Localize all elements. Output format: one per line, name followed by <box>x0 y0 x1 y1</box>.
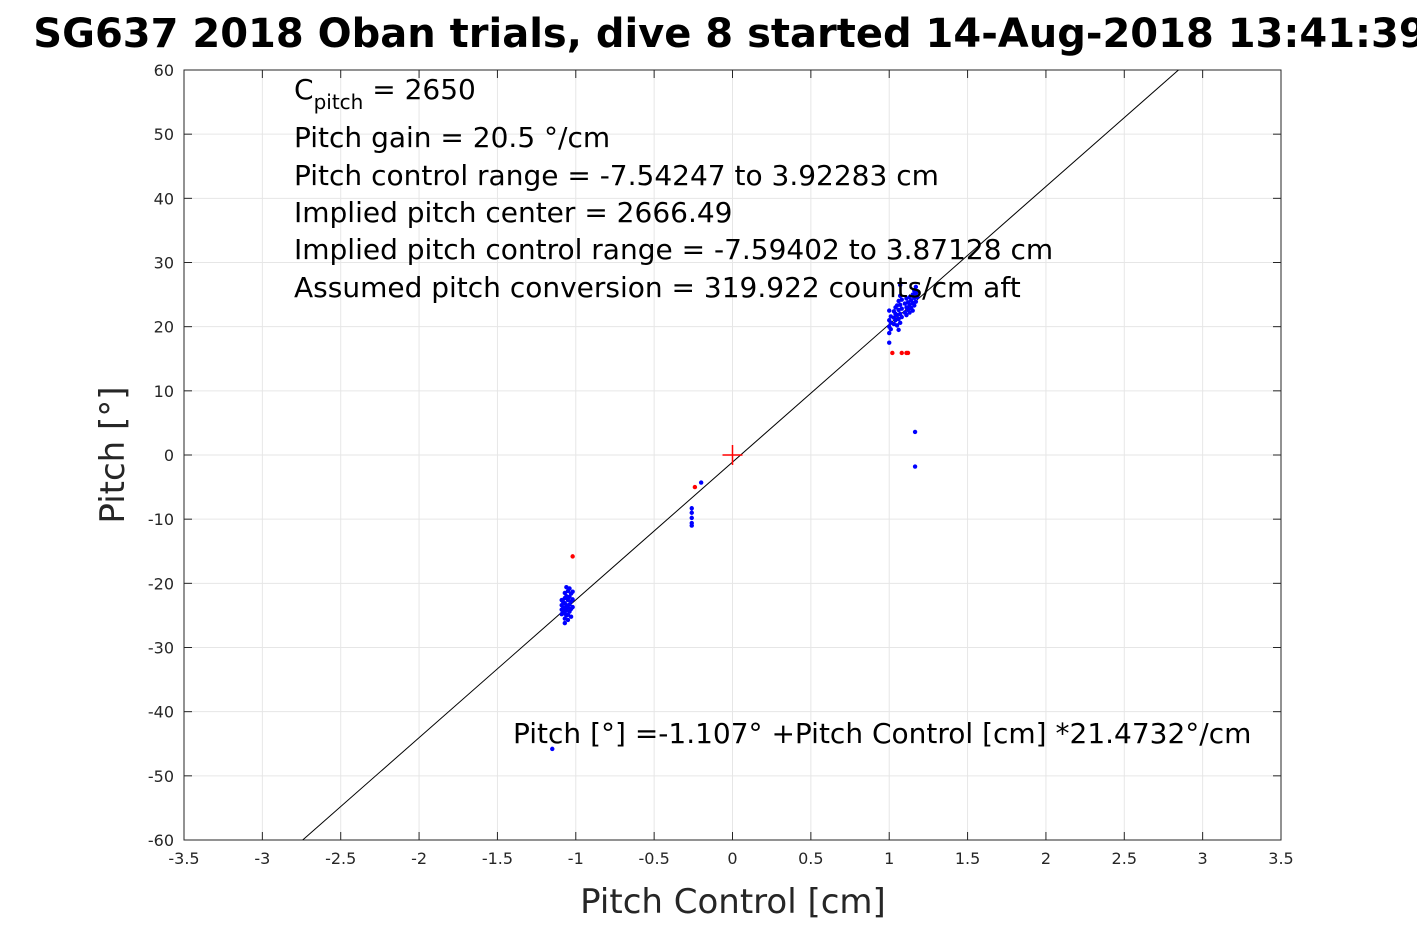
x-tick-label: 2 <box>1041 849 1051 868</box>
control-range-annotation: Pitch control range = -7.54247 to 3.9228… <box>294 159 939 192</box>
x-tick-label: -3.5 <box>168 849 199 868</box>
implied-range-annotation: Implied pitch control range = -7.59402 t… <box>294 233 1053 266</box>
x-tick-label: -1.5 <box>482 849 513 868</box>
series-red-points <box>570 350 911 559</box>
data-point <box>692 484 698 490</box>
data-point <box>570 589 575 594</box>
data-point <box>899 297 904 302</box>
data-point <box>897 282 903 288</box>
x-tick-label: 3.5 <box>1268 849 1293 868</box>
x-tick-label: -3 <box>254 849 270 868</box>
c-pitch-annotation: Cpitch = 2650 <box>294 73 476 114</box>
x-tick-label: 1.5 <box>955 849 980 868</box>
data-point <box>896 327 901 333</box>
y-tick-label: -20 <box>148 574 174 593</box>
data-point <box>689 515 694 521</box>
data-point <box>887 330 892 336</box>
data-points <box>550 282 920 752</box>
data-point <box>689 510 694 515</box>
y-tick-label: 10 <box>154 382 174 401</box>
pitch-gain-annotation: Pitch gain = 20.5 °/cm <box>294 121 610 154</box>
x-tick-label: 0 <box>727 849 737 868</box>
data-point <box>915 294 920 300</box>
data-point <box>897 302 903 308</box>
x-tick-label: -2 <box>411 849 427 868</box>
data-point <box>899 306 904 311</box>
y-tick-label: 60 <box>154 61 174 80</box>
data-point <box>890 350 895 356</box>
y-tick-label: -50 <box>148 767 174 786</box>
data-point <box>913 299 919 304</box>
y-tick-label: -60 <box>148 831 174 850</box>
y-tick-label: -40 <box>148 703 174 722</box>
data-point <box>888 327 893 332</box>
data-layer <box>301 70 1180 840</box>
data-point <box>562 620 568 626</box>
data-point <box>570 597 575 602</box>
data-point <box>887 308 892 313</box>
c-pitch-subscript: pitch <box>314 90 364 114</box>
data-point <box>689 506 694 511</box>
y-tick-label: 30 <box>154 254 174 273</box>
data-point <box>897 320 903 326</box>
data-point <box>915 289 920 294</box>
y-axis-label: Pitch [°] <box>93 386 133 523</box>
x-tick-label: 1 <box>884 849 894 868</box>
x-tick-label: -0.5 <box>639 849 670 868</box>
data-point <box>897 293 903 299</box>
x-tick-label: 2.5 <box>1112 849 1137 868</box>
y-tick-label: 20 <box>154 318 174 337</box>
data-point <box>912 303 917 308</box>
data-point <box>570 604 575 610</box>
data-point <box>550 746 555 752</box>
y-tick-label: 50 <box>154 125 174 144</box>
y-tick-label: 0 <box>164 446 174 465</box>
axis-ticks: -3.5 -3 -2.5 -2 -1.5 -1 -0.5 0 0.5 1 1.5 2 2.5 3 3.5 60… <box>148 61 1294 868</box>
data-point <box>910 308 915 313</box>
data-point <box>899 314 904 320</box>
y-tick-label: -10 <box>148 510 174 529</box>
c-pitch-symbol: C <box>294 73 314 106</box>
x-tick-label: 0.5 <box>798 849 823 868</box>
data-point <box>904 312 909 318</box>
fit-equation-annotation: Pitch [°] =-1.107° +Pitch Control [cm] *… <box>513 717 1251 750</box>
data-point <box>570 554 575 559</box>
grid <box>183 69 1282 841</box>
data-point <box>567 586 572 591</box>
chart-title: SG637 2018 Oban trials, dive 8 started 1… <box>33 11 1417 57</box>
conversion-annotation: Assumed pitch conversion = 319.922 count… <box>294 271 1021 304</box>
data-point <box>894 323 900 328</box>
c-pitch-value: = 2650 <box>363 73 476 106</box>
annotations: Cpitch = 2650 Pitch gain = 20.5 °/cm Pit… <box>294 73 1251 750</box>
y-tick-label: -30 <box>148 639 174 658</box>
data-point <box>698 480 704 485</box>
data-point <box>568 614 574 619</box>
x-axis-label: Pitch Control [cm] <box>580 882 886 922</box>
data-point <box>689 523 694 528</box>
data-point <box>913 284 919 290</box>
data-point <box>887 340 892 345</box>
implied-center-annotation: Implied pitch center = 2666.49 <box>294 196 732 229</box>
data-point <box>905 350 911 356</box>
center-marker <box>722 445 743 465</box>
data-point <box>565 617 571 623</box>
x-tick-label: -2.5 <box>325 849 356 868</box>
y-tick-label: 40 <box>154 189 174 208</box>
data-point <box>899 350 904 356</box>
data-point <box>912 464 918 469</box>
x-tick-label: -1 <box>568 849 584 868</box>
x-tick-label: 3 <box>1198 849 1208 868</box>
data-point <box>912 429 918 435</box>
series-blue-points <box>550 282 920 752</box>
